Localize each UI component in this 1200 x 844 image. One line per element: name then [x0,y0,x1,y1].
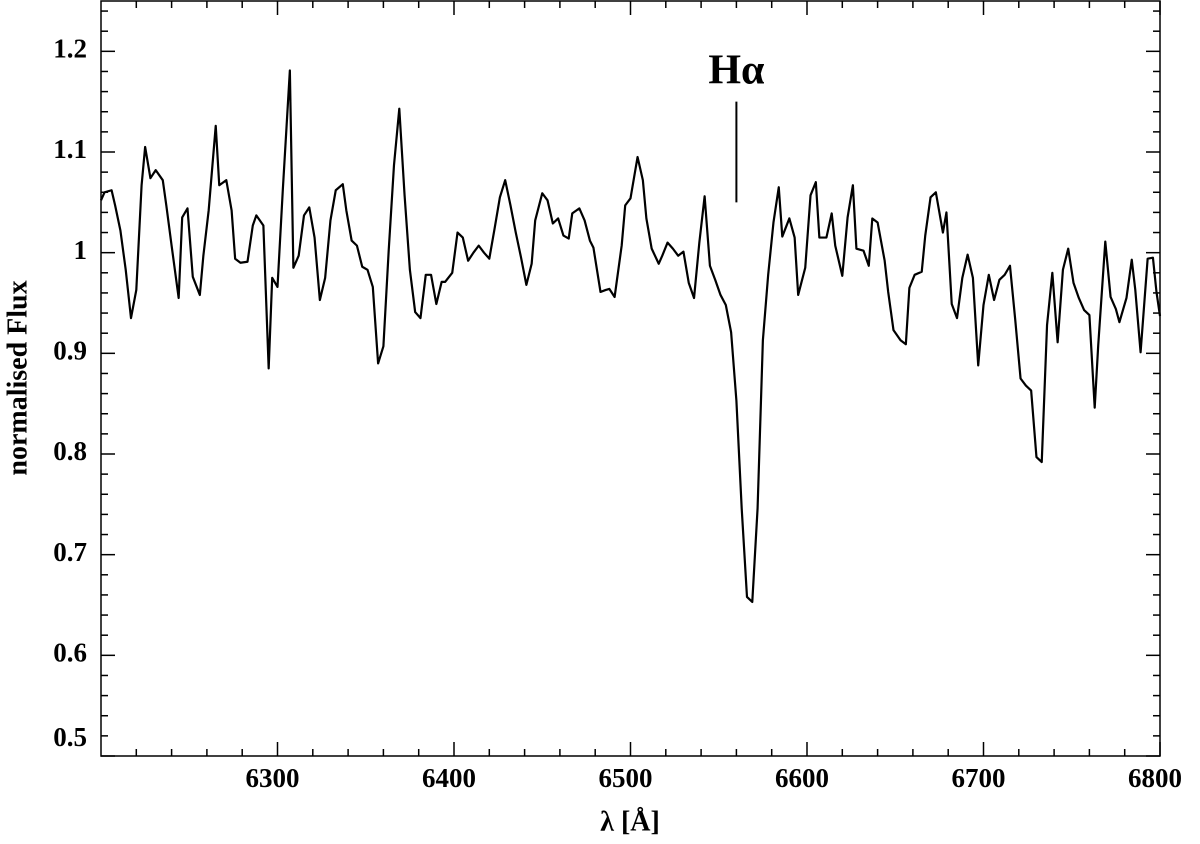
y-tick-label: 0.8 [53,436,87,466]
y-tick-label: 1.2 [53,34,87,64]
y-tick-label: 0.6 [53,638,87,668]
y-tick-label: 0.9 [53,336,87,366]
y-tick-label: 0.7 [53,537,87,567]
x-tick-label: 6400 [422,763,476,793]
y-axis-label: normalised Flux [2,280,33,475]
x-axis-label: λ [Å] [600,806,660,837]
y-tick-label: 1.1 [53,134,87,164]
x-tick-label: 6500 [599,763,653,793]
y-tick-label: 0.5 [53,722,87,752]
annotation-label: Hα [708,47,765,93]
x-tick-label: 6700 [952,763,1006,793]
plot-frame [100,0,1161,757]
x-tick-label: 6600 [775,763,829,793]
y-tick-label: 1 [74,235,88,265]
x-tick-label: 6300 [246,763,300,793]
x-tick-label: 6800 [1128,763,1182,793]
spectrum-line [99,69,1162,604]
